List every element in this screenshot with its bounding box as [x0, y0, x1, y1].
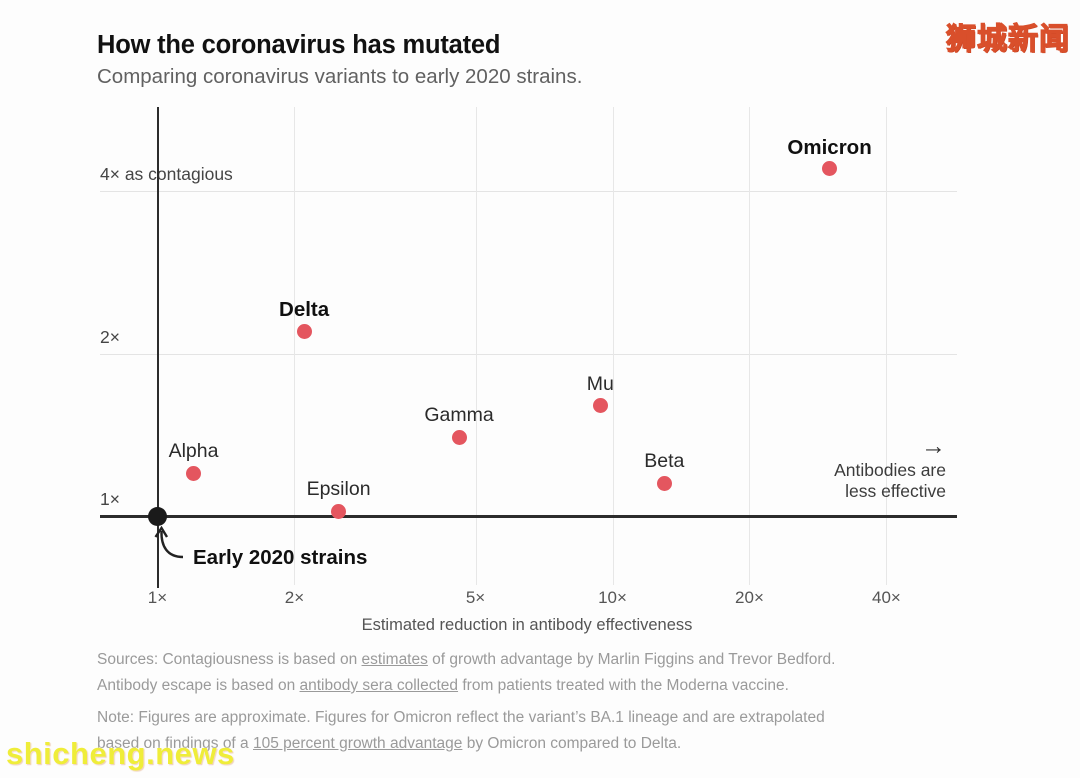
source-text: by Omicron compared to Delta.	[462, 735, 682, 752]
point-label-gamma: Gamma	[424, 404, 494, 427]
data-point-alpha	[186, 465, 202, 481]
source-note-line: Sources: Contagiousness is based on esti…	[97, 647, 977, 673]
source-note-line: Note: Figures are approximate. Figures f…	[97, 705, 977, 731]
chart-subtitle: Comparing coronavirus variants to early …	[97, 65, 583, 88]
source-link[interactable]: antibody sera collected	[299, 677, 459, 694]
antibody-annotation: → Antibodies are less effective	[780, 434, 946, 502]
source-text: Sources: Contagiousness is based on	[97, 651, 362, 668]
point-label-delta: Delta	[279, 298, 330, 322]
origin-point-label: Early 2020 strains	[193, 546, 368, 569]
data-point-omicron	[822, 161, 838, 177]
point-label-epsilon: Epsilon	[306, 478, 371, 501]
data-point-early-2020-strains	[148, 506, 167, 526]
x-tick-label-2x: 2×	[284, 588, 305, 607]
y-gridline-4x	[100, 191, 957, 192]
x-axis-baseline	[100, 515, 957, 518]
point-label-beta: Beta	[644, 450, 685, 473]
source-text: based on findings of a	[97, 735, 253, 752]
chart-title: How the coronavirus has mutated	[97, 31, 501, 59]
x-tick-label-1x: 1×	[147, 588, 168, 607]
x-gridline-40x	[886, 107, 888, 585]
x-gridline-2x	[294, 107, 296, 585]
y-tick-label-2x: 2×	[100, 326, 120, 347]
source-link[interactable]: 105 percent growth advantage	[252, 735, 463, 752]
x-tick-label-20x: 20×	[735, 588, 764, 607]
y-gridline-2x	[100, 353, 957, 355]
x-tick-label-10x: 10×	[598, 588, 627, 607]
source-notes: Sources: Contagiousness is based on esti…	[97, 647, 977, 757]
data-point-mu	[592, 398, 608, 414]
data-point-delta	[296, 323, 312, 339]
sources-paragraph: Sources: Contagiousness is based on esti…	[97, 647, 977, 699]
data-point-gamma	[451, 429, 467, 445]
y-tick-label-1x: 1×	[100, 489, 120, 509]
right-arrow-icon: →	[921, 432, 946, 460]
point-label-alpha: Alpha	[168, 440, 219, 463]
annotation-line-2: less effective	[845, 481, 946, 501]
x-axis-title: Estimated reduction in antibody effectiv…	[361, 616, 693, 634]
watermark-shicheng-chinese: 狮城新闻	[945, 22, 1070, 56]
y-tick-label-4x: 4× as contagious	[100, 164, 233, 184]
source-text: from patients treated with the Moderna v…	[458, 677, 789, 694]
origin-curved-arrow-icon	[154, 525, 184, 559]
x-gridline-5x	[475, 107, 477, 585]
point-label-mu: Mu	[586, 372, 614, 395]
source-link[interactable]: estimates	[361, 651, 428, 668]
note-paragraph: Note: Figures are approximate. Figures f…	[97, 705, 977, 757]
y-axis-line	[156, 107, 159, 588]
x-tick-label-40x: 40×	[872, 588, 901, 607]
data-point-epsilon	[331, 503, 347, 519]
data-point-beta	[656, 475, 672, 491]
x-gridline-20x	[749, 107, 751, 585]
source-note-line: based on findings of a 105 percent growt…	[97, 731, 977, 757]
source-text: Antibody escape is based on	[97, 677, 300, 694]
x-gridline-10x	[612, 107, 614, 585]
annotation-line-1: Antibodies are	[834, 460, 946, 480]
x-tick-label-5x: 5×	[465, 588, 486, 607]
source-text: Note: Figures are approximate. Figures f…	[97, 709, 825, 726]
point-label-omicron: Omicron	[787, 135, 872, 159]
source-note-line: Antibody escape is based on antibody ser…	[97, 673, 977, 699]
source-text: of growth advantage by Marlin Figgins an…	[427, 651, 836, 668]
watermark-shicheng-news: shicheng.news	[6, 736, 235, 771]
